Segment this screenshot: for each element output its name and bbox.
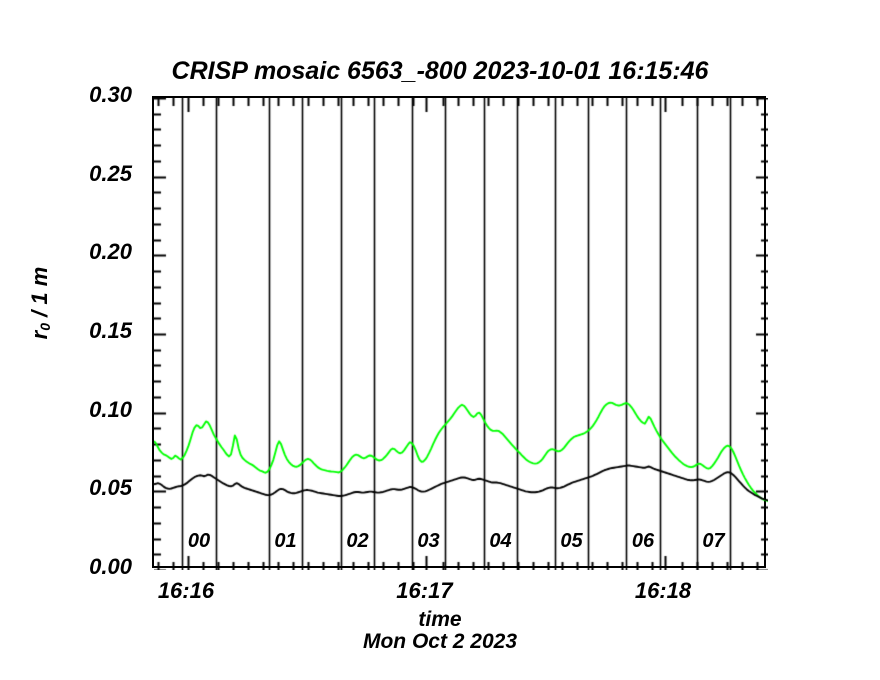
- page-title: CRISP mosaic 6563_-800 2023-10-01 16:15:…: [171, 57, 709, 85]
- scan-number-label: 05: [560, 530, 583, 553]
- y-axis-title-subscript: 0: [37, 322, 53, 331]
- y-tick-label: 0.05: [89, 475, 132, 501]
- scan-number-label: 04: [489, 530, 512, 553]
- series-canvas: [154, 98, 768, 570]
- y-tick-label: 0.30: [89, 82, 132, 107]
- x-tick-label: 16:18: [634, 578, 692, 603]
- x-axis-title: time: [418, 608, 462, 631]
- x-tick-label: 16:16: [157, 578, 215, 603]
- x-axis-subtitle: Mon Oct 2 2023: [362, 630, 518, 653]
- y-tick-label: 0.10: [89, 396, 132, 422]
- scan-number-label: 02: [346, 530, 369, 553]
- scan-number-label: 03: [417, 530, 440, 553]
- y-tick-label: 0.20: [89, 239, 132, 265]
- y-tick-label: 0.25: [89, 160, 132, 186]
- scan-number-label: 00: [187, 530, 211, 553]
- y-axis-title-symbol: r: [27, 330, 52, 340]
- y-tick-label: 0.15: [89, 318, 132, 343]
- y-tick-label: 0.00: [89, 554, 132, 579]
- y-axis-title: r0 / 1 m: [27, 223, 53, 383]
- scan-number-label: 01: [274, 530, 297, 553]
- scan-number-label: 07: [702, 530, 725, 553]
- y-axis-title-units: / 1 m: [27, 266, 52, 323]
- y-axis-tick-labels: 0.00 0.05 0.10 0.15 0.20 0.25 0.30: [0, 82, 142, 579]
- x-axis-tick-labels: 16:16 16:17 16:18: [152, 578, 766, 608]
- plot-area: 00 01 02 03 04 05 06 07: [152, 96, 768, 570]
- x-tick-label: 16:17: [396, 578, 453, 603]
- scan-number-label: 06: [631, 530, 655, 553]
